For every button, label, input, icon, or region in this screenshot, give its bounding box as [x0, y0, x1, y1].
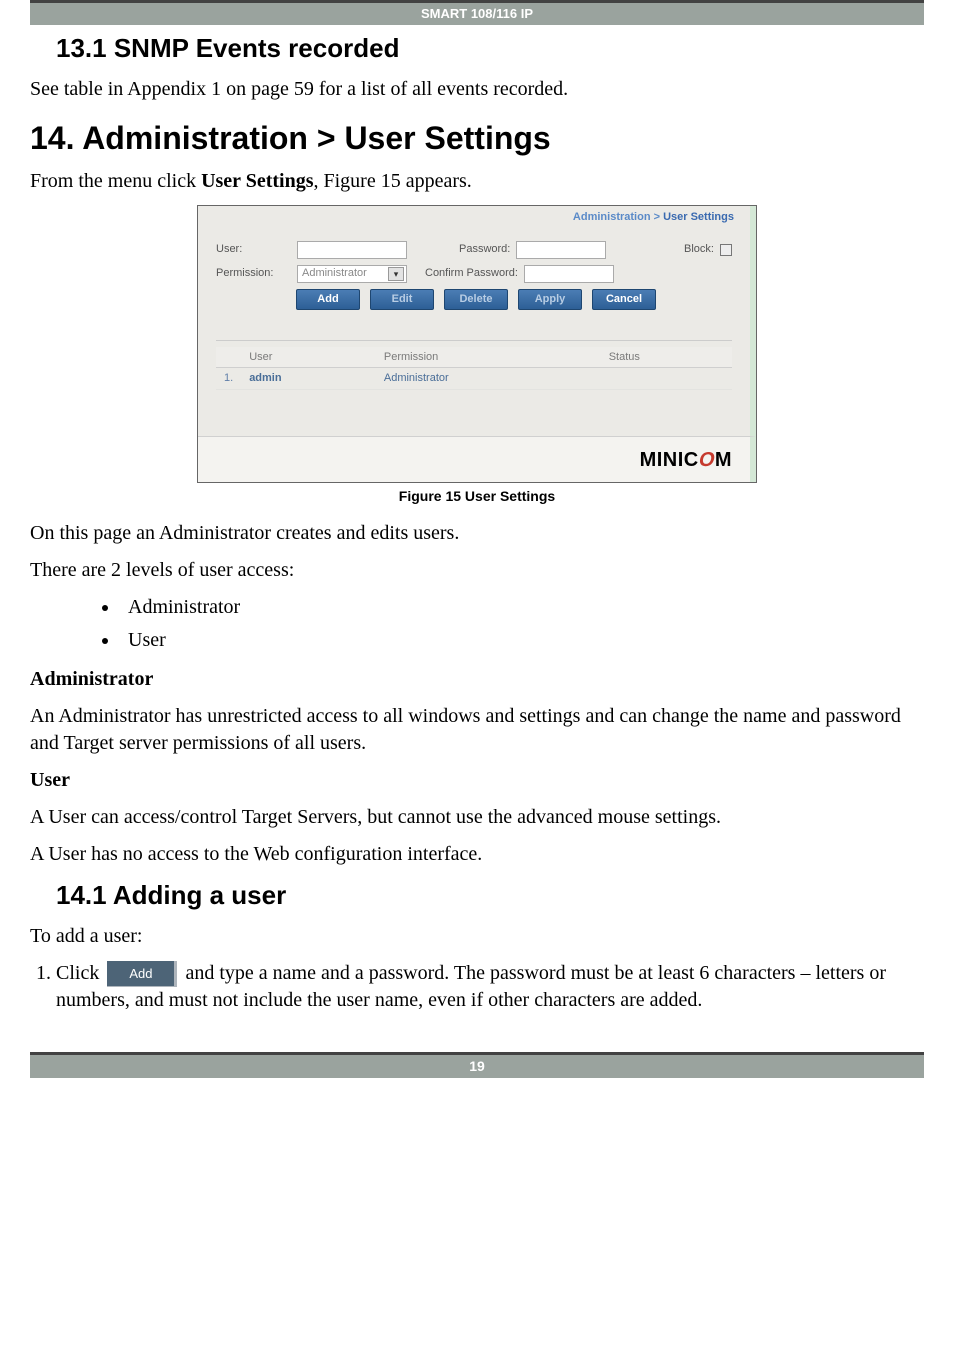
divider — [216, 340, 732, 341]
document-header-bar: SMART 108/116 IP — [30, 0, 924, 25]
breadcrumb-parent: Administration > — [573, 211, 663, 223]
row-status — [601, 368, 732, 390]
row-index: 1. — [216, 368, 241, 390]
col-permission: Permission — [376, 347, 601, 368]
confirm-password-input[interactable] — [524, 265, 614, 283]
step-1: Click Add and type a name and a password… — [56, 960, 924, 1015]
apply-button[interactable]: Apply — [518, 289, 582, 310]
permission-select[interactable]: Administrator ▾ — [297, 265, 407, 283]
form-row-permission: Permission: Administrator ▾ Confirm Pass… — [216, 265, 732, 283]
page-footer: 19 — [30, 1052, 924, 1078]
breadcrumb-current: User Settings — [663, 211, 734, 223]
user-input[interactable] — [297, 241, 407, 259]
user-settings-screenshot: Administration > User Settings User: Pas… — [197, 205, 757, 483]
add-button[interactable]: Add — [296, 289, 360, 310]
inline-add-button: Add — [107, 961, 177, 988]
figure-15-wrapper: Administration > User Settings User: Pas… — [197, 205, 757, 506]
chevron-down-icon: ▾ — [388, 267, 404, 281]
cancel-button[interactable]: Cancel — [592, 289, 656, 310]
text-bold: User Settings — [201, 170, 313, 192]
figure-caption: Figure 15 User Settings — [197, 487, 757, 506]
row-permission: Administrator — [376, 368, 601, 390]
paragraph-user-body-1: A User can access/control Target Servers… — [30, 804, 924, 831]
text: From the menu click — [30, 170, 201, 192]
label-user: User: — [216, 242, 291, 257]
form-panel: User: Password: Block: Permission: Admin… — [198, 231, 756, 436]
col-status: Status — [601, 347, 732, 368]
label-block: Block: — [684, 242, 714, 257]
heading-14: 14. Administration > User Settings — [30, 117, 924, 160]
paragraph-admin-creates: On this page an Administrator creates an… — [30, 520, 924, 547]
text: Click — [56, 962, 104, 984]
label-permission: Permission: — [216, 266, 291, 281]
breadcrumb: Administration > User Settings — [198, 206, 756, 231]
page-number: 19 — [30, 1055, 924, 1078]
delete-button[interactable]: Delete — [444, 289, 508, 310]
heading-user: User — [30, 767, 924, 794]
heading-14-1: 14.1 Adding a user — [56, 878, 924, 913]
table-row[interactable]: 1. admin Administrator — [216, 368, 732, 390]
row-user: admin — [241, 368, 376, 390]
paragraph-admin-body: An Administrator has unrestricted access… — [30, 703, 924, 757]
minicom-logo: MINICOM — [640, 449, 732, 471]
add-user-steps: Click Add and type a name and a password… — [30, 960, 924, 1015]
paragraph-user-body-2: A User has no access to the Web configur… — [30, 841, 924, 868]
access-levels-list: Administrator User — [120, 594, 924, 654]
label-password: Password: — [459, 242, 510, 257]
paragraph-14-1-intro: To add a user: — [30, 923, 924, 950]
logo-text-c: M — [715, 449, 732, 471]
heading-13-1: 13.1 SNMP Events recorded — [56, 31, 924, 66]
paragraph-14-intro: From the menu click User Settings, Figur… — [30, 168, 924, 195]
form-row-user: User: Password: Block: — [216, 241, 732, 259]
list-item: Administrator — [120, 594, 924, 621]
button-row: Add Edit Delete Apply Cancel — [296, 289, 732, 310]
permission-value: Administrator — [302, 266, 367, 281]
password-input[interactable] — [516, 241, 606, 259]
edit-button[interactable]: Edit — [370, 289, 434, 310]
text: , Figure 15 appears. — [313, 170, 471, 192]
label-confirm-password: Confirm Password: — [425, 266, 518, 281]
users-table: User Permission Status 1. admin Administ… — [216, 347, 732, 430]
text: and type a name and a password. The pass… — [56, 962, 886, 1012]
block-checkbox[interactable] — [720, 244, 732, 256]
screenshot-footer: MINICOM — [198, 436, 756, 482]
col-user: User — [241, 347, 376, 368]
paragraph-13-1-body: See table in Appendix 1 on page 59 for a… — [30, 76, 924, 103]
list-item: User — [120, 627, 924, 654]
logo-text-a: MINIC — [640, 449, 699, 471]
heading-administrator: Administrator — [30, 666, 924, 693]
paragraph-levels: There are 2 levels of user access: — [30, 557, 924, 584]
